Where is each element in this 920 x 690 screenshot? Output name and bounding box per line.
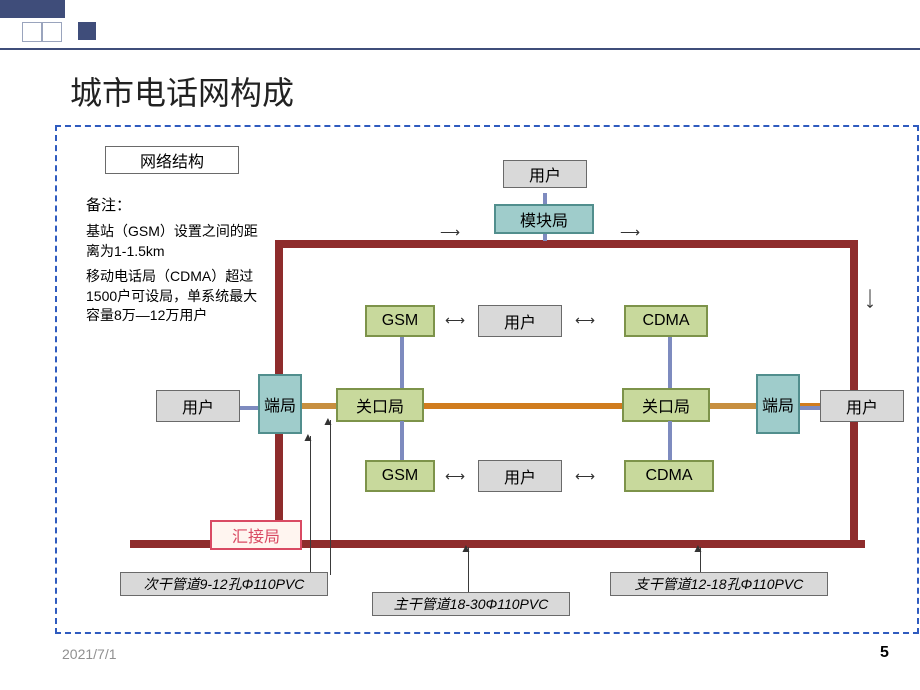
gsm1-label: GSM [382,312,418,330]
pipe-bran-box: 支干管道12-18孔Φ110PVC [610,572,828,596]
pipe-bran-label: 支干管道12-18孔Φ110PVC [635,574,804,594]
notes-header: 备注： [86,195,271,216]
pipe-main-label: 主干管道18-30Φ110PVC [394,594,549,614]
user-left-box: 用户 [156,390,240,422]
decor-bar-top [0,0,65,18]
user-mid-box: 用户 [478,305,562,337]
structure-label: 网络结构 [140,148,204,172]
arrow-gsm2-user: ⟷ [445,468,465,485]
arrow-gsm1-user: ⟷ [445,312,465,329]
pipe-sub-label: 次干管道9-12孔Φ110PVC [144,574,305,594]
gateway-right-box: 关口局 [622,388,710,422]
arrow-top-right2: ⟶ [620,224,640,241]
decor-rule [0,48,920,50]
user-mid-label: 用户 [504,309,536,333]
terminal-right-label: 端局 [762,392,794,416]
user-top-box: 用户 [503,160,587,188]
indic-main-arrow: ▲ [460,541,472,555]
pipe-main-box: 主干管道18-30Φ110PVC [372,592,570,616]
gsm1-box: GSM [365,305,435,337]
cdma2-box: CDMA [624,460,714,492]
duct-main-top [275,240,850,248]
decor-box-2 [42,22,62,42]
user-left-label: 用户 [182,394,214,418]
notes-line1: 基站（GSM）设置之间的距离为1-1.5km [86,222,271,261]
terminal-left-label: 端局 [264,392,296,416]
user-low-box: 用户 [478,460,562,492]
junction-label: 汇接局 [232,523,280,547]
decor-box-1 [22,22,42,42]
gsm2-box: GSM [365,460,435,492]
cdma1-label: CDMA [642,312,689,330]
decor-bar-desc [78,22,96,40]
cdma1-box: CDMA [624,305,708,337]
indic-sub-arrow: ▲ [322,414,334,428]
user-right-box: 用户 [820,390,904,422]
terminal-left-box: 端局 [258,374,302,434]
structure-label-box: 网络结构 [105,146,239,174]
notes-line2: 移动电话局（CDMA）超过1500户可设局，单系统最大容量8万—12万用户 [86,267,271,326]
link-cdma1-v [668,334,672,391]
footer-date: 2021/7/1 [62,646,117,662]
indic-sub [330,420,331,575]
gateway-left-label: 关口局 [356,393,404,417]
indic-terml-arrow: ▲ [302,430,314,444]
indic-terminal-l [310,436,311,576]
gateway-left-box: 关口局 [336,388,424,422]
arrow-top-right: ⟶ [440,224,460,241]
user-right-label: 用户 [846,394,878,418]
link-gsm1-v [400,334,404,391]
user-top-label: 用户 [529,162,561,186]
indic-bran-arrow: ▲ [692,541,704,555]
gsm2-label: GSM [382,467,418,485]
arrow-user-cdma1: ⟷ [575,312,595,329]
junction-box: 汇接局 [210,520,302,550]
user-low-label: 用户 [504,464,536,488]
gateway-right-label: 关口局 [642,393,690,417]
notes-block: 备注： 基站（GSM）设置之间的距离为1-1.5km 移动电话局（CDMA）超过… [86,195,271,332]
pipe-sub-box: 次干管道9-12孔Φ110PVC [120,572,328,596]
footer-page: 5 [880,644,889,662]
cdma2-label: CDMA [645,467,692,485]
module-label: 模块局 [520,207,568,231]
arrow-user-cdma2: ⟷ [575,468,595,485]
arrow-right-down: ⟶ [862,288,879,308]
module-box: 模块局 [494,204,594,234]
page-title: 城市电话网构成 [70,68,294,114]
terminal-right-box: 端局 [756,374,800,434]
